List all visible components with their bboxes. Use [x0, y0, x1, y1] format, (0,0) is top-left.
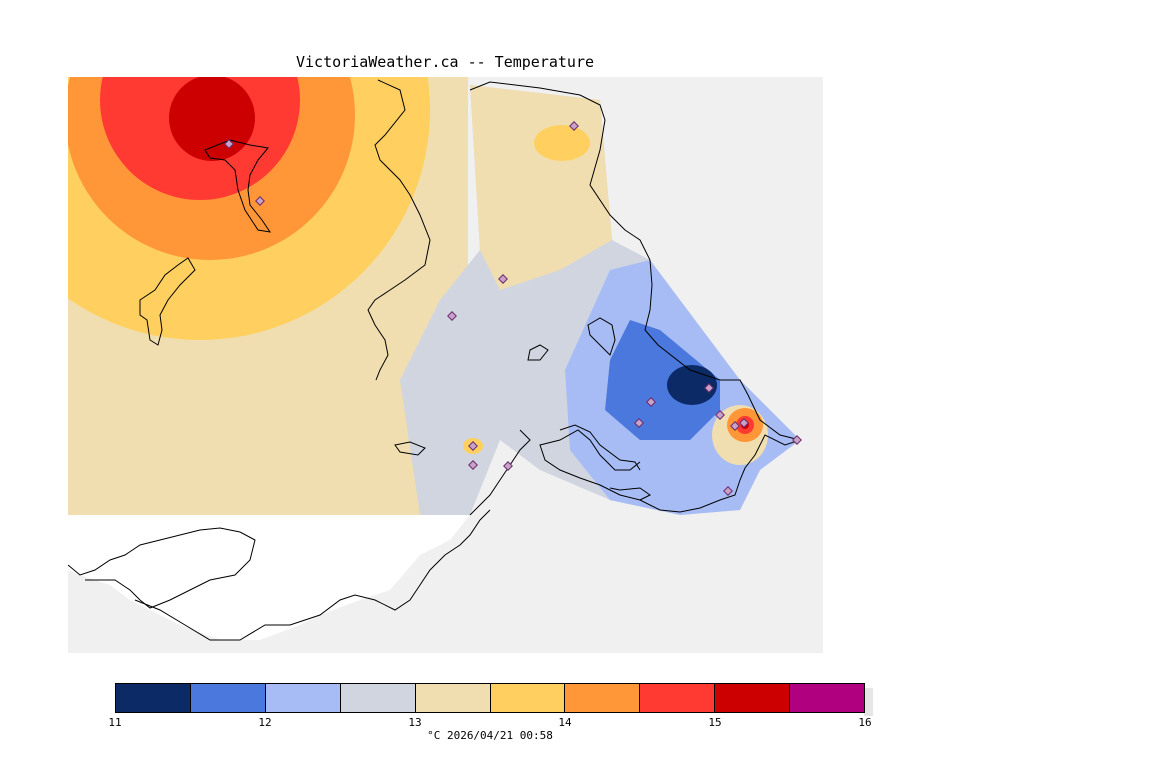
coastline-sidney-inlet — [559, 424, 641, 471]
legend-swatch — [715, 684, 791, 712]
coastline-island-east — [587, 317, 616, 356]
coastline-mainland — [367, 79, 431, 381]
station-marker — [715, 410, 725, 420]
legend-swatch — [190, 684, 266, 712]
coastline-peninsula — [469, 429, 531, 516]
station-marker — [447, 311, 457, 321]
coastline-small-island — [394, 441, 426, 456]
coastline-harbour — [609, 487, 651, 501]
station-marker — [498, 274, 508, 284]
map-title: VictoriaWeather.ca -- Temperature — [295, 53, 594, 71]
station-marker — [224, 139, 234, 149]
coastline-island-north — [204, 139, 272, 233]
station-marker — [468, 460, 478, 470]
station-marker — [704, 383, 714, 393]
station-marker — [739, 418, 749, 428]
coastline-islet — [527, 344, 549, 361]
legend-swatch — [265, 684, 341, 712]
contour-13-5-east — [534, 125, 590, 161]
legend-swatch — [565, 684, 641, 712]
legend-swatch — [490, 684, 566, 712]
legend-swatch — [790, 684, 865, 712]
legend-tick-label: 15 — [708, 716, 722, 729]
station-marker — [634, 418, 644, 428]
contour-15 — [169, 77, 255, 161]
station-marker — [569, 121, 579, 131]
legend-swatch — [415, 684, 491, 712]
legend-swatch — [340, 684, 416, 712]
legend-tick-label: 12 — [258, 716, 272, 729]
legend-tick-label: 16 — [858, 716, 872, 729]
coastline-southwest-body — [134, 509, 491, 641]
legend-tick-label: 14 — [558, 716, 572, 729]
landmass-southwest — [68, 515, 470, 640]
station-markers — [224, 121, 802, 496]
coastline-saltspring — [469, 81, 802, 513]
station-marker — [730, 421, 740, 431]
coastline-southwest-landmass — [68, 527, 256, 609]
legend-tick-label: 13 — [408, 716, 422, 729]
legend-swatch — [640, 684, 716, 712]
legend-tick-label: 11 — [108, 716, 122, 729]
footer-timestamp: °C 2026/04/21 00:58 — [427, 729, 553, 742]
legend-swatch — [116, 684, 191, 712]
station-marker — [468, 441, 478, 451]
station-marker — [503, 461, 513, 471]
legend-shadow — [864, 688, 873, 716]
station-marker — [723, 486, 733, 496]
contour-12 — [605, 320, 720, 440]
station-marker — [646, 397, 656, 407]
coastline-island-west — [139, 257, 196, 346]
station-marker — [792, 435, 802, 445]
color-legend — [115, 683, 865, 713]
station-marker — [255, 196, 265, 206]
